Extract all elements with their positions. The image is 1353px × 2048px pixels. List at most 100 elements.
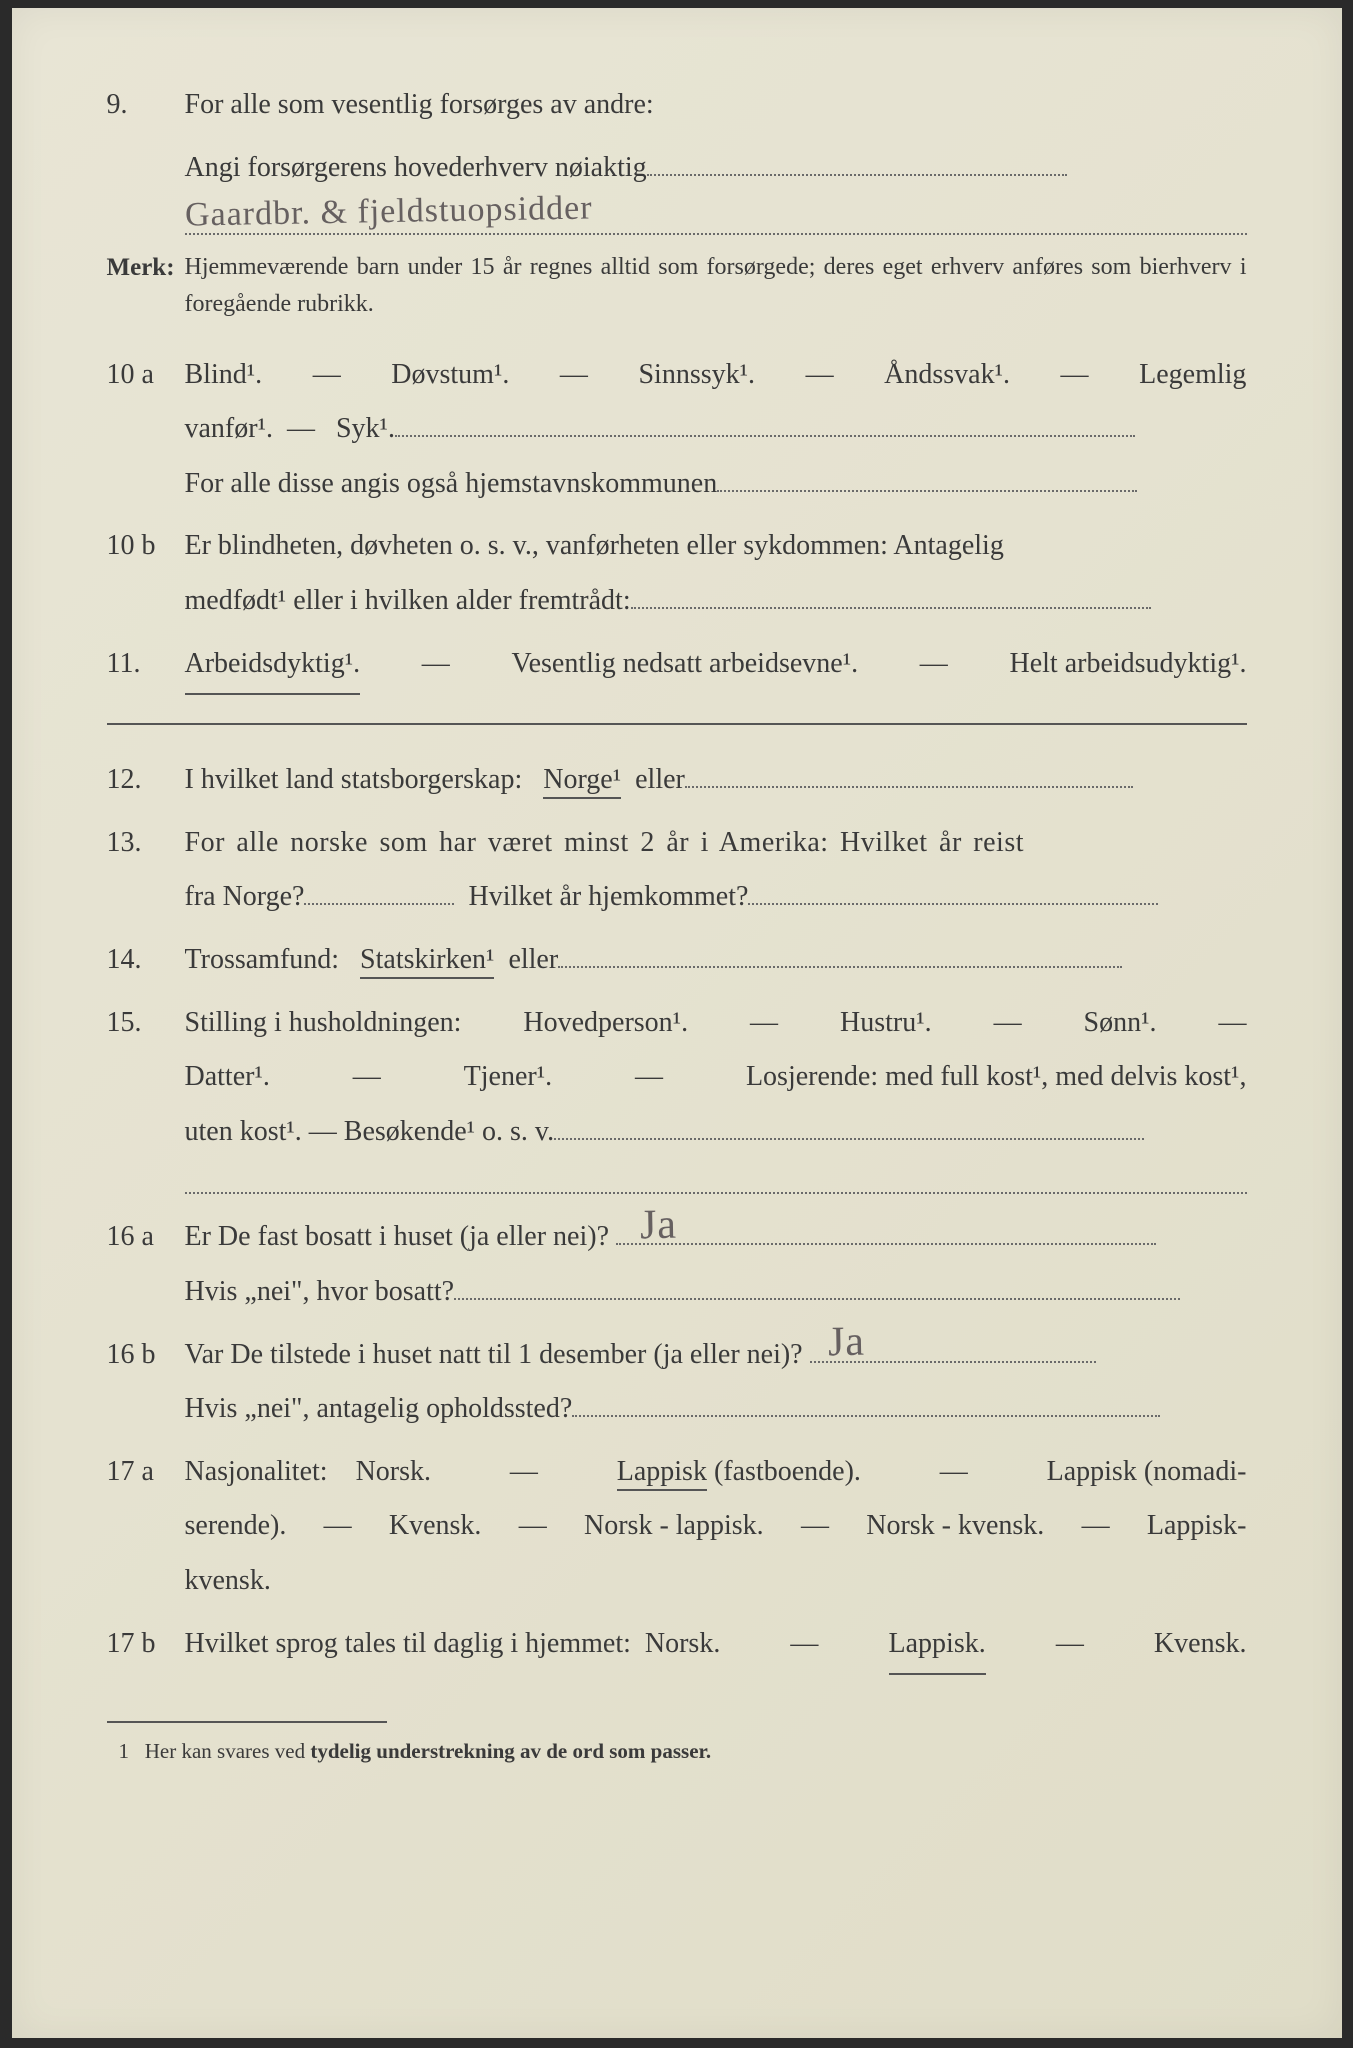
merk-text: Hjemmeværende barn under 15 år regnes al… [185, 249, 1247, 323]
q17a-l1-2: Lappisk (nomadi- [1047, 1445, 1247, 1500]
merk-label: Merk: [107, 249, 185, 288]
merk-note: Merk: Hjemmeværende barn under 15 år reg… [107, 249, 1247, 323]
q10b-body: Er blindheten, døvheten o. s. v., vanfør… [185, 519, 1247, 628]
q17a-pre: Nasjonalitet: [185, 1456, 328, 1487]
q17a: 17 a Nasjonalitet: Norsk.— Lappisk (fast… [107, 1445, 1247, 1609]
q17a-l2-4: Lappisk- [1147, 1499, 1247, 1554]
q15: 15. Stilling i husholdningen: Hovedperso… [107, 996, 1247, 1160]
footnote-bold: tydelig understrekning av de ord som pas… [310, 1739, 711, 1763]
q10a-opt0: Blind¹. [185, 348, 263, 403]
document-page: 9. For alle som vesentlig forsørges av a… [12, 8, 1342, 2038]
q17a-l1-1-ul: Lappisk [617, 1456, 707, 1491]
q13: 13. For alle norske som har været minst … [107, 816, 1247, 925]
q17b-opt2: Kvensk. [1154, 1617, 1247, 1676]
q9-number: 9. [107, 78, 185, 133]
q15-l2-0: Datter¹. [185, 1050, 270, 1105]
footnote-divider [107, 1721, 387, 1723]
q16a: 16 a Er De fast bosatt i huset (ja eller… [107, 1210, 1247, 1319]
q16b: 16 b Var De tilstede i huset natt til 1 … [107, 1328, 1247, 1437]
q15-body: Stilling i husholdningen: Hovedperson¹.—… [185, 996, 1247, 1160]
q16b-q: Var De tilstede i huset natt til 1 desem… [185, 1339, 803, 1370]
q16b-ans: Ja [827, 1302, 865, 1385]
q11-opt2: Helt arbeidsudyktig¹. [1009, 637, 1246, 696]
q10a-l2-0: vanfør¹. [185, 413, 273, 444]
q10a-opt3: Åndssvak¹. [884, 348, 1010, 403]
q17a-l1-0: Norsk. [356, 1456, 431, 1487]
q9-line2-text: Angi forsørgerens hovederhverv nøiaktig [185, 152, 647, 183]
q11-number: 11. [107, 637, 185, 692]
q13-l2b: Hvilket år hjemkommet? [468, 881, 748, 912]
q17a-l2-2: Norsk - lappisk. [584, 1499, 764, 1554]
dotted-line-full [185, 1167, 1247, 1194]
q11: 11. Arbeidsdyktig¹.— Vesentlig nedsatt a… [107, 637, 1247, 696]
q15-l2-1: Tjener¹. [464, 1050, 552, 1105]
q17a-number: 17 a [107, 1445, 185, 1500]
dotted-fill [454, 1271, 1180, 1300]
footnote: 1 Her kan svares ved tydelig understrekn… [137, 1737, 1247, 1766]
q14: 14. Trossamfund: Statskirken¹ eller [107, 933, 1247, 988]
q17b-body: Hvilket sprog tales til daglig i hjemmet… [185, 1617, 1247, 1676]
dotted-fill [717, 462, 1137, 491]
q16a-q: Er De fast bosatt i huset (ja eller nei)… [185, 1221, 610, 1252]
dotted-fill [558, 939, 1122, 968]
q9-line1: For alle som vesentlig forsørges av andr… [185, 78, 1247, 133]
q13-l1: For alle norske som har været minst 2 år… [185, 816, 1247, 871]
divider [107, 723, 1247, 725]
q10a-l2-1: Syk¹. [336, 413, 395, 444]
q17b-pre: Hvilket sprog tales til daglig i hjemmet… [185, 1628, 631, 1659]
q9-handwritten-line: Gaardbr. & fjeldstuopsidder [185, 203, 1247, 235]
footnote-pre: Her kan svares ved [145, 1739, 311, 1763]
q12: 12. I hvilket land statsborgerskap: Norg… [107, 753, 1247, 808]
q15-pre: Stilling i husholdningen: [185, 996, 462, 1051]
q12-opt: Norge¹ [543, 764, 621, 799]
q13-l2a: fra Norge? [185, 881, 305, 912]
q9-line2: Angi forsørgerens hovederhverv nøiaktig [185, 141, 1247, 196]
q16a-body: Er De fast bosatt i huset (ja eller nei)… [185, 1210, 1247, 1319]
q17a-l3: kvensk. [185, 1554, 1247, 1609]
dotted-fill [685, 759, 1133, 788]
q10a: 10 a Blind¹.— Døvstum¹.— Sinnssyk¹.— Ånd… [107, 348, 1247, 512]
q16b-body: Var De tilstede i huset natt til 1 desem… [185, 1328, 1247, 1437]
q17b-opt1: Lappisk. [889, 1617, 986, 1676]
q10b-number: 10 b [107, 519, 185, 574]
footnote-marker: 1 [119, 1739, 130, 1763]
q12-pre: I hvilket land statsborgerskap: [185, 764, 523, 795]
q10a-l3: For alle disse angis også hjemstavnskomm… [185, 468, 718, 499]
q13-body: For alle norske som har været minst 2 år… [185, 816, 1247, 925]
q10b: 10 b Er blindheten, døvheten o. s. v., v… [107, 519, 1247, 628]
q17a-l2-3: Norsk - kvensk. [866, 1499, 1044, 1554]
dotted-fill [554, 1110, 1144, 1139]
dotted-fill [748, 876, 1158, 905]
q15-l1-0: Hovedperson¹. [523, 996, 688, 1051]
q14-number: 14. [107, 933, 185, 988]
q13-number: 13. [107, 816, 185, 871]
q15-l2-2: Losjerende: med full kost¹, med delvis k… [746, 1050, 1247, 1105]
q16a-l2: Hvis „nei", hvor bosatt? [185, 1276, 455, 1307]
dotted-fill [572, 1388, 1160, 1417]
q15-l1-2: Sønn¹. [1084, 996, 1157, 1051]
q14-post: eller [508, 944, 558, 975]
q10a-number: 10 a [107, 348, 185, 403]
q12-post: eller [635, 764, 685, 795]
dotted-fill [647, 146, 1067, 175]
q10a-body: Blind¹.— Døvstum¹.— Sinnssyk¹.— Åndssvak… [185, 348, 1247, 512]
q10a-opt1: Døvstum¹. [391, 348, 509, 403]
q11-opt1: Vesentlig nedsatt arbeidsevne¹. [511, 637, 858, 696]
q9: 9. For alle som vesentlig forsørges av a… [107, 78, 1247, 133]
q10b-l1: Er blindheten, døvheten o. s. v., vanfør… [185, 519, 1247, 574]
q16b-number: 16 b [107, 1328, 185, 1383]
q17a-body: Nasjonalitet: Norsk.— Lappisk (fastboend… [185, 1445, 1247, 1609]
q17b-number: 17 b [107, 1617, 185, 1672]
q17a-l2-0: serende). [185, 1499, 287, 1554]
q14-pre: Trossamfund: [185, 944, 340, 975]
q16a-number: 16 a [107, 1210, 185, 1265]
q15-l3: uten kost¹. — Besøkende¹ o. s. v. [185, 1116, 555, 1147]
dotted-fill [616, 1216, 1156, 1245]
q14-body: Trossamfund: Statskirken¹ eller [185, 933, 1247, 988]
q11-opt0: Arbeidsdyktig¹. [185, 637, 361, 696]
q12-body: I hvilket land statsborgerskap: Norge¹ e… [185, 753, 1247, 808]
q10a-opt4: Legemlig [1139, 348, 1246, 403]
q15-l1-1: Hustru¹. [840, 996, 932, 1051]
q9-handwritten: Gaardbr. & fjeldstuopsidder [184, 190, 592, 235]
dotted-fill [395, 408, 1135, 437]
